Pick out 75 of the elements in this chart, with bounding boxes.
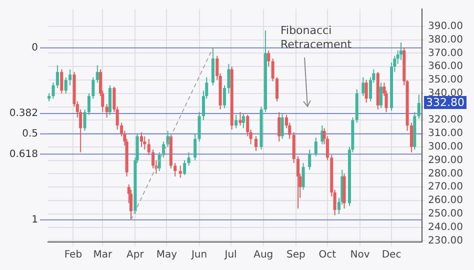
candlestick: [178, 165, 182, 178]
candlestick: [162, 141, 166, 158]
x-tick-label: Dec: [382, 250, 402, 261]
x-tick-label: Oct: [318, 250, 336, 261]
candlestick: [302, 162, 305, 190]
y-tick-label: 290.00: [428, 154, 463, 166]
candlestick: [276, 76, 279, 102]
x-tick-label: Apr: [126, 250, 145, 261]
candlestick: [380, 82, 383, 109]
x-tick-label: Feb: [64, 250, 82, 261]
y-tick-label: 240.00: [428, 222, 463, 233]
candlestick: [56, 64, 59, 89]
y-tick-label: 390.00: [428, 21, 463, 32]
candlestick: [238, 112, 242, 126]
candlestick: [234, 114, 238, 129]
candlestick: [410, 122, 413, 153]
x-tick-label: Sep: [286, 250, 306, 261]
y-tick-label: 270.00: [428, 182, 463, 193]
candlestick: [68, 68, 72, 86]
y-tick-label: 380.00: [428, 34, 463, 46]
y-tick-label: 250.00: [428, 208, 463, 220]
y-tick-label: 310.00: [428, 128, 463, 140]
annotation: 1: [32, 214, 38, 226]
candlestick: [174, 162, 177, 177]
annotation: Fibonacci Retracement: [280, 24, 352, 51]
y-tick-label: 230.00: [428, 235, 463, 246]
candlestick: [92, 76, 95, 100]
annotation: 332.80: [426, 96, 464, 109]
candlestick: [314, 137, 318, 157]
annotation: 0.382: [9, 108, 38, 120]
x-tick-label: Jul: [224, 250, 237, 261]
candlestick: [271, 58, 274, 82]
candlestick: [198, 112, 201, 142]
candlestick: [222, 84, 226, 109]
candlestick: [143, 136, 146, 150]
y-tick-label: 360.00: [428, 61, 463, 72]
candlestick: [60, 68, 64, 94]
x-tick-label: Jun: [190, 250, 208, 261]
candlestick: [278, 112, 281, 142]
candlestick: [242, 112, 245, 129]
candlestick: [254, 136, 258, 152]
x-tick-label: May: [156, 250, 178, 261]
annotation: 0: [32, 42, 38, 54]
candlestick: [267, 50, 270, 68]
candlestick: [399, 42, 402, 60]
y-tick-label: 300.00: [428, 142, 463, 153]
x-tick-label: Nov: [350, 250, 370, 261]
candlestick: [158, 152, 161, 172]
candlestick: [296, 156, 300, 210]
candlestick: [105, 104, 108, 118]
y-tick-label: 260.00: [428, 195, 463, 206]
y-tick-label: 350.00: [428, 74, 463, 86]
candlestick: [362, 76, 365, 97]
candlestick: [227, 63, 230, 94]
candlestick: [83, 108, 86, 132]
x-tick-label: Aug: [254, 250, 274, 261]
candlestick: [64, 76, 68, 94]
y-tick-label: 370.00: [428, 48, 463, 59]
candlestick: [140, 132, 143, 148]
annotation: 0.618: [9, 148, 38, 160]
candlestick: [280, 112, 284, 140]
candlestick: [96, 64, 99, 84]
annotation: 0.5: [22, 128, 38, 140]
candlestick: [183, 160, 186, 176]
candlestick: [417, 94, 420, 120]
candlestick: [187, 152, 190, 166]
candlestick: [147, 138, 150, 156]
y-tick-label: 280.00: [428, 168, 463, 180]
candlestick: [364, 79, 368, 104]
candlestick: [52, 82, 55, 100]
candlestick: [308, 149, 312, 170]
y-tick-label: 320.00: [428, 114, 463, 126]
candlestick: [87, 92, 90, 116]
x-tick-label: Mar: [93, 250, 113, 261]
candlestick: [194, 133, 197, 161]
